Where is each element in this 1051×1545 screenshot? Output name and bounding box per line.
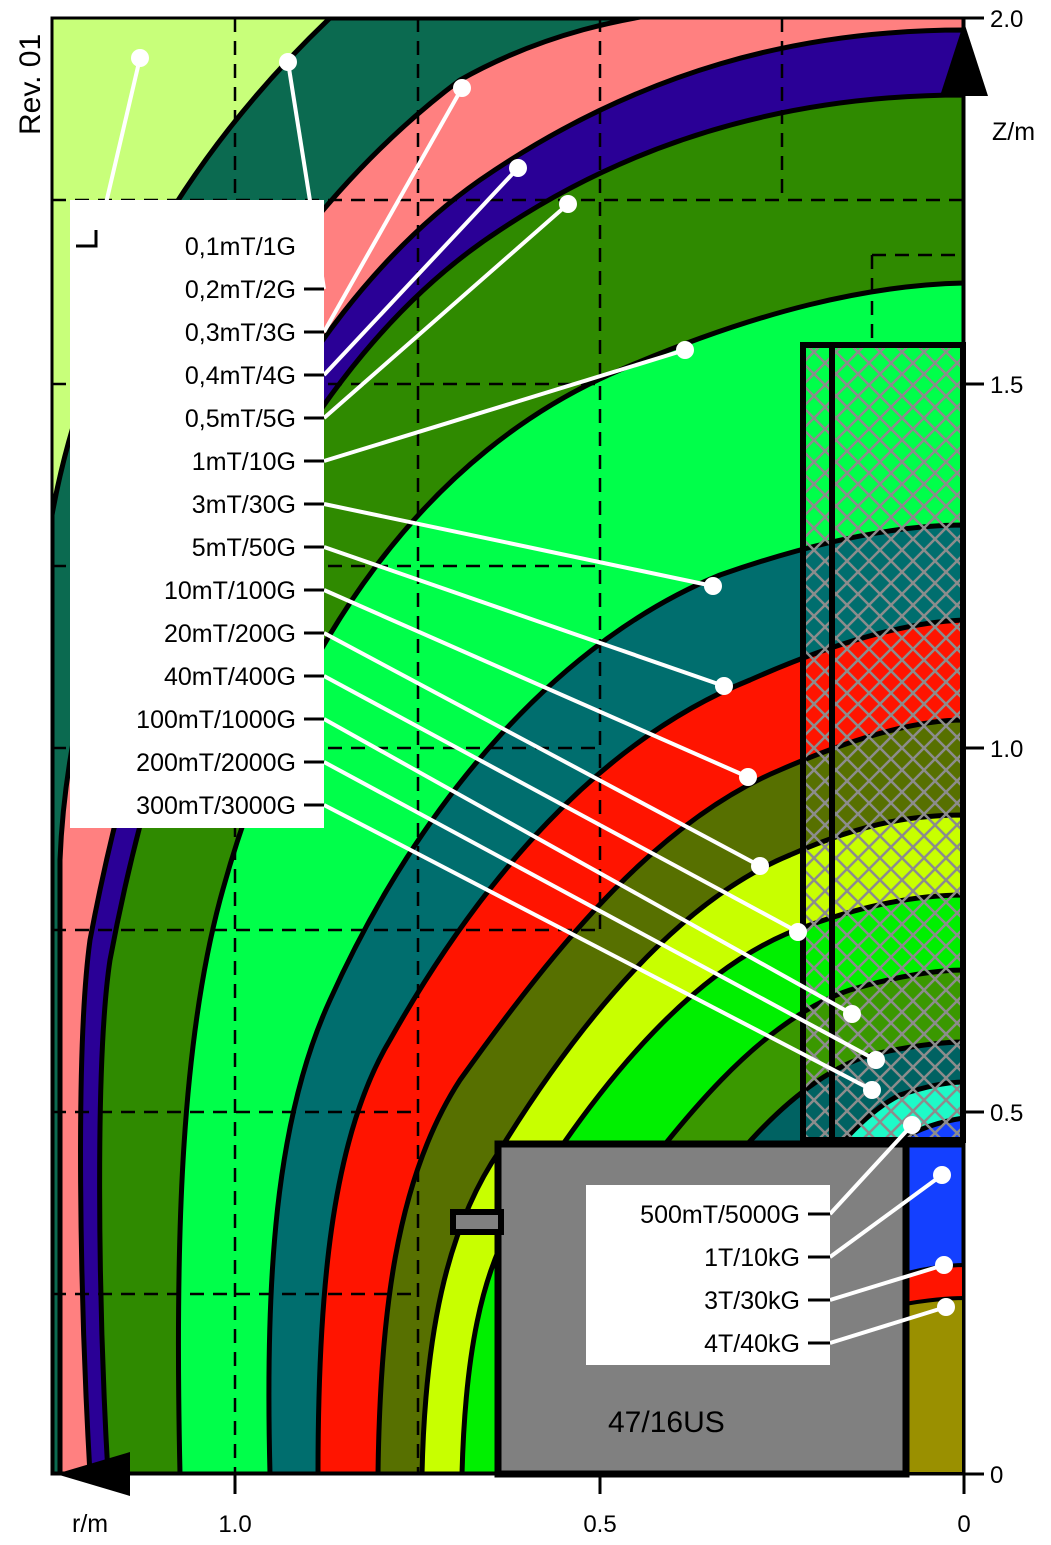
z-tick-label: 1.5 — [990, 372, 1023, 399]
revision-label: Rev. 01 — [14, 34, 47, 135]
z-tick-label: 0 — [990, 1462, 1003, 1489]
z-axis-label: Z/m — [992, 118, 1035, 146]
magnet-hatch-zone — [800, 342, 966, 1143]
model-label: 47/16US — [608, 1406, 725, 1439]
field-marker-dot — [933, 1166, 951, 1184]
band-4T — [898, 1295, 964, 1474]
field-label: 0,5mT/5G — [185, 405, 296, 433]
field-label: 0,4mT/4G — [185, 362, 296, 390]
field-label: 4T/40kG — [704, 1330, 800, 1358]
field-marker-dot — [935, 1256, 953, 1274]
field-label: 0,3mT/3G — [185, 319, 296, 347]
field-label: 0,1mT/1G — [185, 233, 296, 261]
r-axis-arrow-icon — [56, 1452, 130, 1496]
field-label: 10mT/100G — [164, 577, 296, 605]
r-tick-label: 1.0 — [218, 1511, 251, 1538]
field-marker-dot — [937, 1298, 955, 1316]
field-marker-dot — [279, 53, 297, 71]
z-axis-arrow-icon — [940, 22, 988, 96]
field-label: 1T/10kG — [704, 1244, 800, 1272]
field-marker-dot — [843, 1005, 861, 1023]
field-marker-dot — [453, 79, 471, 97]
field-marker-dot — [704, 577, 722, 595]
z-tick-label: 1.0 — [990, 736, 1023, 763]
z-tick-label: 0.5 — [990, 1100, 1023, 1127]
field-label: 200mT/2000G — [136, 749, 296, 777]
field-label: 1mT/10G — [192, 448, 296, 476]
z-tick-label: 2.0 — [990, 6, 1023, 33]
z-axis: Z/m 2.0 1.5 1.0 0.5 0 — [940, 6, 1035, 1489]
field-marker-dot — [867, 1051, 885, 1069]
field-label: 3mT/30G — [192, 491, 296, 519]
field-label: 5mT/50G — [192, 534, 296, 562]
r-tick-label: 0.5 — [583, 1511, 616, 1538]
inner-legend: 500mT/5000G 1T/10kG 3T/30kG 4T/40kG — [586, 1116, 955, 1365]
field-marker-dot — [509, 159, 527, 177]
inner-legend-box — [586, 1185, 830, 1365]
field-marker-dot — [715, 677, 733, 695]
field-marker-dot — [131, 49, 149, 67]
field-label: 20mT/200G — [164, 620, 296, 648]
field-marker-dot — [559, 195, 577, 213]
r-axis: r/m 1.0 0.5 0 — [52, 1452, 971, 1538]
outer-legend: 0,1mT/1G 0,2mT/2G 0,3mT/3G 0,4mT/4G 0,5mT/5G… — [70, 49, 885, 1099]
field-marker-dot — [903, 1116, 921, 1134]
r-tick-label: 0 — [957, 1511, 970, 1538]
field-label: 300mT/3000G — [136, 792, 296, 820]
field-marker-dot — [751, 857, 769, 875]
field-marker-dot — [676, 341, 694, 359]
field-marker-dot — [789, 923, 807, 941]
field-label: 3T/30kG — [704, 1287, 800, 1315]
field-marker-dot — [863, 1081, 881, 1099]
field-label: 40mT/400G — [164, 663, 296, 691]
field-marker-dot — [739, 768, 757, 786]
field-label: 500mT/5000G — [640, 1201, 800, 1229]
field-label: 100mT/1000G — [136, 706, 296, 734]
field-label: 0,2mT/2G — [185, 276, 296, 304]
outer-legend-box — [70, 200, 324, 828]
r-axis-label: r/m — [72, 1510, 108, 1538]
